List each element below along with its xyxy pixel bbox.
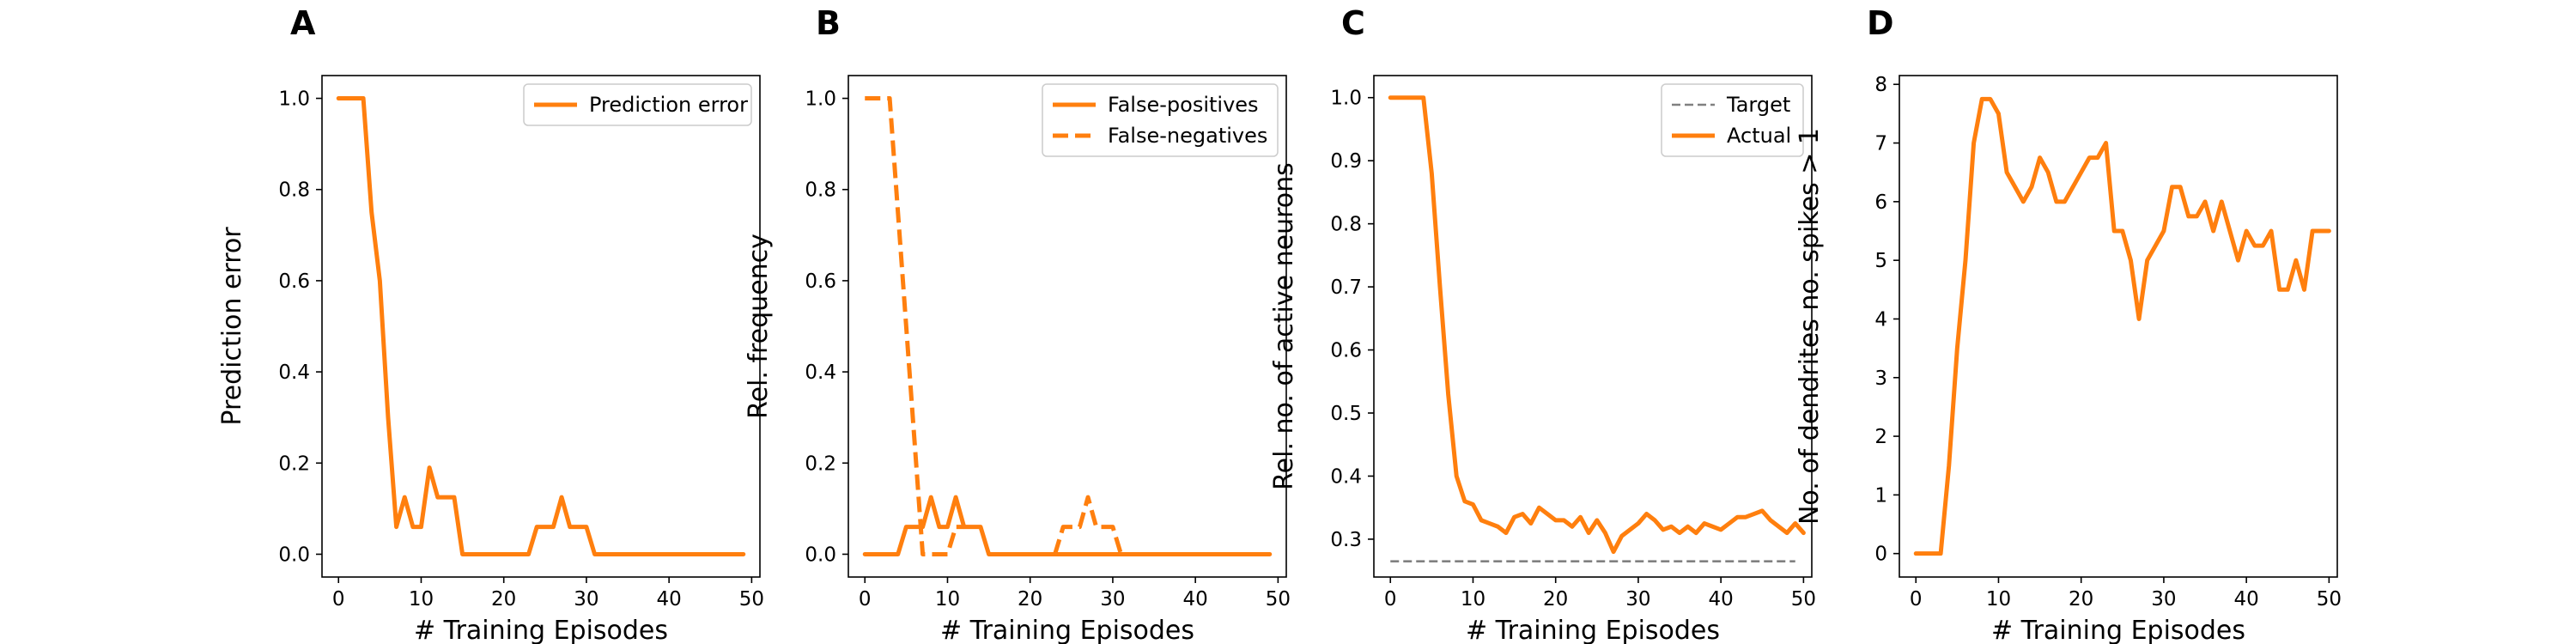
legend-label: Prediction error <box>589 93 748 117</box>
series-line <box>1913 96 2331 556</box>
chart-panel-c: C 0 10 20 30 40 50 0.3 0.4 0.5 0.6 0.7 0.8 0.9 1.0 # Tr… <box>1269 4 1816 644</box>
x-tick-label: 10 <box>1461 588 1485 611</box>
y-tick-label: 0.4 <box>278 361 310 384</box>
y-tick-label: 8 <box>1874 74 1887 96</box>
y-tick-label: 0.8 <box>805 179 836 202</box>
y-tick-label: 0 <box>1874 544 1887 566</box>
legend-label: Target <box>1726 93 1790 117</box>
y-tick-label: 1.0 <box>278 88 310 111</box>
legend-label: False-positives <box>1108 93 1259 117</box>
y-tick-label: 0.6 <box>1330 340 1362 362</box>
axes-frame <box>848 75 1287 578</box>
panel-letter: B <box>816 4 841 42</box>
series-line <box>865 96 964 556</box>
axes-frame <box>1899 75 2338 578</box>
x-tick-label: 0 <box>332 588 345 611</box>
panel-letter: D <box>1867 4 1894 42</box>
y-axis-label: Rel. frequency <box>744 234 774 419</box>
y-tick-label: 1.0 <box>1330 88 1362 110</box>
x-tick-label: 10 <box>1986 588 2011 611</box>
y-tick-label: 0.3 <box>1330 529 1362 551</box>
series-line <box>1388 95 1806 555</box>
chart-panel-b: B 0 10 20 30 40 50 0.0 0.2 0.4 0.6 0.8 1.0 # Training… <box>744 4 1291 644</box>
y-axis-label: No. of dendrites no. spikes > 1 <box>1795 128 1825 525</box>
x-tick-label: 30 <box>1625 588 1650 611</box>
x-tick-label: 40 <box>1709 588 1734 611</box>
series-line <box>862 495 1273 556</box>
y-tick-label: 0.6 <box>278 270 310 293</box>
y-tick-label: 7 <box>1874 133 1887 155</box>
x-tick-label: 10 <box>935 588 960 611</box>
series-line <box>1053 495 1123 556</box>
y-tick-label: 0.2 <box>278 453 310 475</box>
x-tick-label: 40 <box>657 588 682 611</box>
y-tick-label: 4 <box>1874 308 1887 331</box>
axes-frame <box>321 75 761 578</box>
x-tick-label: 20 <box>491 588 516 611</box>
x-tick-label: 30 <box>1100 588 1125 611</box>
legend: Target Actual <box>1661 83 1804 157</box>
legend-box <box>1661 83 1804 157</box>
x-tick-label: 0 <box>1384 588 1397 611</box>
x-tick-label: 20 <box>1018 588 1042 611</box>
y-tick-label: 3 <box>1874 368 1887 390</box>
chart-panel-a: A 0 10 20 30 40 50 0.0 0.2 0.4 0.6 0.8 1.0 # Training… <box>217 4 764 644</box>
legend: False-positives False-negatives <box>1042 83 1279 157</box>
y-tick-label: 0.7 <box>1330 276 1362 299</box>
series-actual <box>1388 95 1806 555</box>
y-tick-label: 1.0 <box>805 88 836 111</box>
x-tick-label: 40 <box>2234 588 2259 611</box>
x-tick-label: 20 <box>1543 588 1568 611</box>
legend-box <box>523 83 752 126</box>
legend-label: Actual <box>1727 124 1791 148</box>
series-false-negatives <box>865 96 1123 556</box>
axes-frame <box>1373 75 1813 578</box>
legend-label: False-negatives <box>1108 124 1267 148</box>
x-tick-label: 20 <box>2069 588 2093 611</box>
y-tick-label: 6 <box>1874 191 1887 214</box>
x-tick-label: 0 <box>1910 588 1923 611</box>
series-prediction-error <box>336 96 746 556</box>
series-line <box>1913 96 2331 556</box>
x-tick-label: 50 <box>739 588 764 611</box>
series-false-positives <box>862 495 1273 556</box>
y-tick-label: 2 <box>1874 426 1887 448</box>
x-axis-label: # Training Episodes <box>414 616 668 644</box>
legend: Prediction error <box>523 83 752 126</box>
x-tick-label: 50 <box>1791 588 1816 611</box>
panel-letter: A <box>290 4 316 42</box>
y-tick-label: 0.2 <box>805 453 836 475</box>
series-line <box>336 96 746 556</box>
x-tick-label: 10 <box>409 588 434 611</box>
y-tick-label: 0.8 <box>278 179 310 202</box>
legend-box <box>1042 83 1279 157</box>
y-tick-label: 0.0 <box>278 544 310 566</box>
y-tick-label: 5 <box>1874 250 1887 272</box>
y-tick-label: 0.9 <box>1330 150 1362 173</box>
y-tick-label: 0.0 <box>805 544 836 566</box>
y-tick-label: 0.4 <box>1330 465 1362 488</box>
y-axis-label: Prediction error <box>217 227 247 426</box>
x-tick-label: 30 <box>574 588 598 611</box>
x-tick-label: 40 <box>1183 588 1208 611</box>
chart-panel-d: D 0 10 20 30 40 50 0 1 2 3 4 5 6 7 8 # Training Episodes… <box>1795 4 2342 644</box>
x-tick-label: 50 <box>2317 588 2342 611</box>
x-tick-label: 50 <box>1266 588 1291 611</box>
y-tick-label: 0.8 <box>1330 214 1362 236</box>
x-tick-label: 0 <box>859 588 872 611</box>
x-tick-label: 30 <box>2151 588 2176 611</box>
y-tick-label: 1 <box>1874 484 1887 507</box>
y-axis-label: Rel. no. of active neurons <box>1269 162 1299 490</box>
y-tick-label: 0.6 <box>805 270 836 293</box>
x-axis-label: # Training Episodes <box>940 616 1194 644</box>
y-tick-label: 0.4 <box>805 361 836 384</box>
x-axis-label: # Training Episodes <box>1991 616 2245 644</box>
panel-letter: C <box>1341 4 1365 42</box>
y-tick-label: 0.5 <box>1330 403 1362 425</box>
x-axis-label: # Training Episodes <box>1466 616 1720 644</box>
